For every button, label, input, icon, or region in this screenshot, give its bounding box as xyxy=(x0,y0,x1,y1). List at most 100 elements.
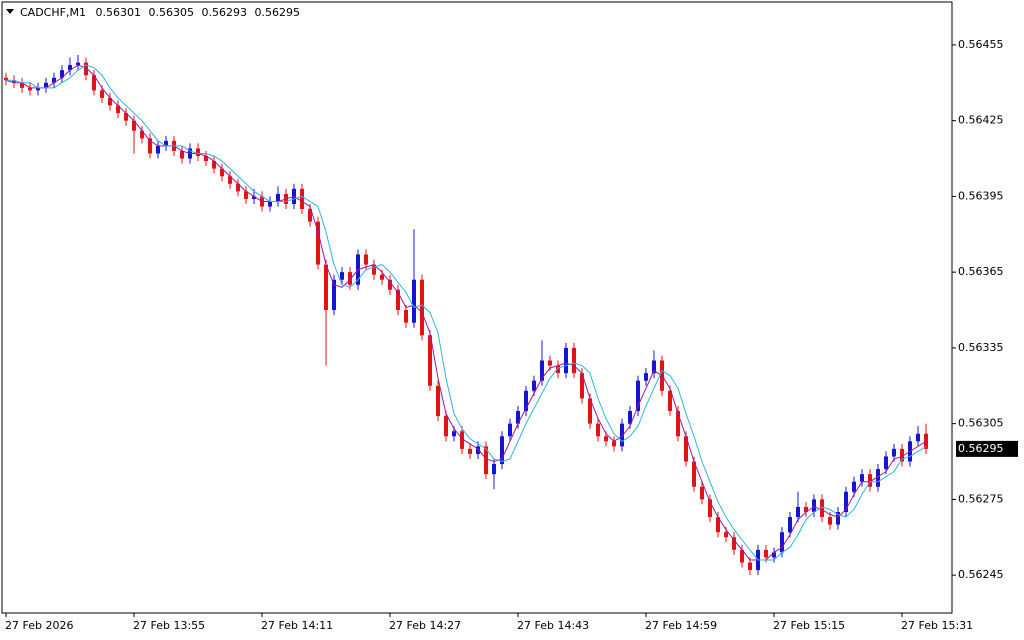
candle-body xyxy=(444,416,448,437)
candle-body xyxy=(828,517,832,525)
candle-body xyxy=(732,537,736,550)
candle-body xyxy=(860,474,864,482)
candle-body xyxy=(236,183,240,192)
candle-body xyxy=(36,87,40,91)
plot-frame xyxy=(1,1,953,614)
candle-body xyxy=(484,446,488,475)
candle-body xyxy=(100,90,104,98)
candle-body xyxy=(108,97,112,106)
candle-body xyxy=(84,62,88,76)
candle-body xyxy=(316,221,320,265)
candle-body xyxy=(844,491,848,513)
price-marker xyxy=(956,440,1018,457)
candle-body xyxy=(404,310,408,323)
candle-body xyxy=(124,113,128,121)
candle-body xyxy=(180,150,184,159)
y-tick-label: 0.56335 xyxy=(958,341,1004,354)
candle-body xyxy=(892,448,896,457)
price-marker-label: 0.56295 xyxy=(958,442,1004,455)
last-open: 0.56301 xyxy=(95,6,141,19)
candle-body xyxy=(220,168,224,177)
candle-body xyxy=(340,272,344,280)
x-tick-label: 27 Feb 14:43 xyxy=(517,619,589,632)
candle-body xyxy=(812,499,816,513)
candle-body xyxy=(268,201,272,207)
candle-body xyxy=(564,347,568,374)
candle-body xyxy=(820,499,824,518)
candle-body xyxy=(300,188,304,210)
moving-average xyxy=(5,64,927,561)
candle-body xyxy=(700,486,704,500)
candle-body xyxy=(604,436,608,442)
candle-body xyxy=(716,517,720,533)
symbol: CADCHF,M1 xyxy=(20,6,86,19)
y-tick-label: 0.56455 xyxy=(958,38,1004,51)
y-tick-label: 0.56245 xyxy=(958,568,1004,581)
candle-body xyxy=(468,448,472,454)
chart-title: CADCHF,M1 0.56301 0.56305 0.56293 0.5629… xyxy=(20,6,300,19)
candle-body xyxy=(332,279,336,311)
candle-body xyxy=(596,423,600,437)
candle-body xyxy=(580,373,584,399)
candle-body xyxy=(436,385,440,417)
candle-body xyxy=(796,506,800,518)
candle-body xyxy=(540,360,544,381)
candle-body xyxy=(636,380,640,412)
candle-body xyxy=(44,82,48,88)
x-tick-label: 27 Feb 13:55 xyxy=(133,619,205,632)
candle-body xyxy=(740,549,744,563)
candle-body xyxy=(692,461,696,487)
candle-body xyxy=(684,436,688,462)
candle-body xyxy=(572,347,576,374)
candle-body xyxy=(380,274,384,280)
candle-body xyxy=(748,562,752,571)
candle-body xyxy=(724,532,728,538)
candle-body xyxy=(452,431,456,437)
candle-body xyxy=(12,80,16,83)
x-tick-label: 27 Feb 14:11 xyxy=(261,619,333,632)
candle-body xyxy=(804,506,808,513)
candle-body xyxy=(196,148,200,157)
candle-body xyxy=(644,373,648,381)
candle-body xyxy=(252,196,256,199)
candle-body xyxy=(764,549,768,558)
candle-body xyxy=(164,140,168,146)
candle-body xyxy=(324,264,328,311)
candle-body xyxy=(588,398,592,424)
candle-body xyxy=(28,87,32,91)
candle-body xyxy=(780,532,784,553)
candle-body xyxy=(92,75,96,91)
candle-body xyxy=(412,279,416,323)
candle-body xyxy=(612,441,616,447)
candle-body xyxy=(116,105,120,114)
candle-body xyxy=(428,335,432,386)
y-tick-label: 0.56395 xyxy=(958,189,1004,202)
candle-body xyxy=(308,209,312,222)
x-tick-label: 27 Feb 15:31 xyxy=(901,619,973,632)
candle-body xyxy=(396,289,400,311)
last-close: 0.56295 xyxy=(254,6,300,19)
candle-body xyxy=(204,156,208,162)
candle-body xyxy=(548,360,552,366)
candle-body xyxy=(772,552,776,558)
candle-body xyxy=(420,279,424,336)
x-tick-label: 27 Feb 2026 xyxy=(5,619,73,632)
last-low: 0.56293 xyxy=(201,6,247,19)
candle-body xyxy=(52,77,56,83)
menu-triangle[interactable] xyxy=(6,9,14,14)
candle-body xyxy=(4,77,8,81)
candle-body xyxy=(20,82,24,88)
x-tick-label: 27 Feb 14:27 xyxy=(389,619,461,632)
candle-body xyxy=(556,365,560,374)
candle-body xyxy=(68,65,72,71)
candle-body xyxy=(836,512,840,525)
candle-body xyxy=(132,120,136,131)
y-tick-label: 0.56425 xyxy=(958,114,1004,127)
candle-body xyxy=(868,474,872,487)
candle-body xyxy=(140,130,144,139)
candle-body xyxy=(388,279,392,290)
last-high: 0.56305 xyxy=(148,6,194,19)
candle-body xyxy=(852,481,856,492)
